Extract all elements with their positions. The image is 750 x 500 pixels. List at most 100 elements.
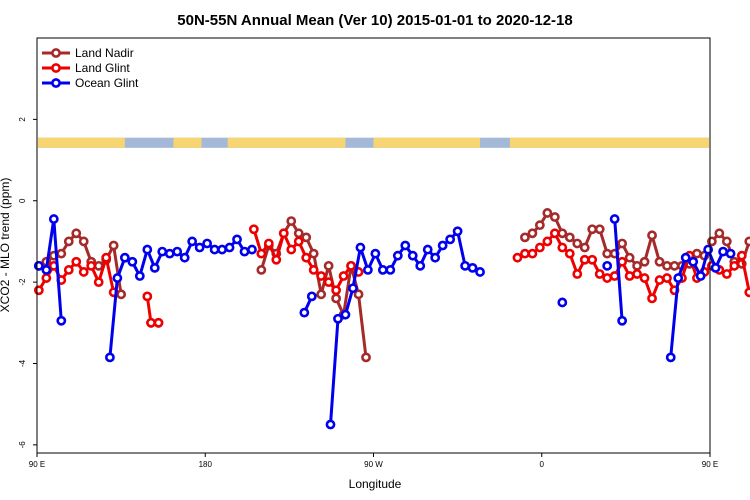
data-point (534, 242, 545, 253)
data-point (306, 291, 317, 302)
data-point (527, 228, 538, 239)
data-point (119, 252, 130, 263)
land-strip-segment (227, 137, 346, 148)
data-point (527, 248, 538, 259)
data-point (662, 260, 672, 271)
data-point (609, 214, 620, 224)
data-point (286, 244, 297, 255)
data-point (452, 226, 463, 237)
data-point (445, 234, 456, 245)
data-point (362, 265, 373, 275)
data-point (78, 236, 89, 247)
data-point (308, 265, 319, 275)
data-point (86, 260, 97, 271)
data-point (422, 244, 433, 255)
data-point (744, 287, 750, 298)
data-point (127, 256, 138, 267)
data-point (407, 250, 418, 261)
x-tick-label: 90 W (364, 460, 383, 469)
data-point (33, 260, 44, 271)
data-point (721, 236, 732, 247)
data-point (673, 273, 684, 283)
data-point (617, 238, 628, 249)
data-point (202, 238, 213, 249)
data-point (293, 236, 304, 247)
data-point (557, 228, 568, 239)
x-axis-label: Longitude (349, 477, 402, 491)
data-point (602, 273, 613, 283)
data-point (142, 291, 153, 302)
data-point (688, 256, 699, 267)
data-point (624, 271, 635, 281)
land-strip-segment (38, 137, 125, 148)
data-point (56, 248, 67, 259)
data-point (71, 228, 82, 239)
data-point (301, 232, 312, 243)
data-point (512, 252, 523, 263)
data-point (467, 262, 478, 273)
data-point (692, 248, 702, 259)
data-point (579, 254, 590, 265)
legend-label: Land Nadir (75, 46, 134, 60)
x-tick-label: 180 (199, 460, 213, 469)
data-point (142, 244, 153, 255)
data-point (108, 240, 119, 251)
data-point (725, 248, 736, 259)
data-point (299, 307, 310, 318)
data-point (437, 240, 448, 251)
data-point (247, 244, 257, 255)
land-strip-segment (509, 137, 709, 148)
data-point (632, 269, 642, 279)
data-point (579, 242, 590, 253)
data-point (93, 260, 104, 271)
data-point (164, 248, 175, 259)
x-tick-label: 90 E (702, 460, 718, 469)
data-point (33, 285, 44, 296)
data-point (542, 236, 553, 247)
data-point (736, 250, 747, 261)
data-point (377, 265, 388, 275)
data-point (112, 273, 123, 283)
data-point (153, 317, 164, 328)
data-point (430, 252, 441, 263)
data-point (665, 352, 676, 363)
data-point (323, 260, 334, 271)
data-point (355, 242, 366, 253)
data-point (325, 419, 336, 430)
y-tick-label: -2 (18, 278, 27, 286)
data-point (400, 240, 411, 251)
data-point (56, 315, 67, 326)
data-point (703, 244, 714, 255)
legend-label: Ocean Glint (75, 76, 139, 90)
data-point (101, 252, 112, 263)
y-tick-label: -6 (18, 441, 27, 449)
data-point (639, 256, 650, 267)
data-point (217, 244, 227, 255)
data-point (602, 260, 613, 271)
data-point (63, 236, 74, 247)
data-point (385, 265, 396, 275)
data-point (557, 297, 568, 308)
data-point (617, 315, 628, 326)
legend-item-land-nadir: Land Nadir (42, 46, 134, 60)
data-point (316, 289, 327, 300)
data-point (718, 246, 728, 257)
data-point (348, 283, 358, 294)
data-point (63, 265, 74, 275)
data-point (370, 248, 381, 259)
data-point (172, 246, 183, 257)
data-point (662, 273, 672, 283)
data-point (549, 212, 560, 222)
data-point (680, 252, 691, 263)
data-point (278, 228, 289, 239)
data-point (271, 254, 282, 265)
data-point (602, 248, 613, 259)
data-point (263, 238, 274, 249)
plot-frame (36, 37, 711, 454)
data-point (669, 260, 680, 271)
data-point (346, 260, 356, 271)
data-point (256, 265, 267, 275)
